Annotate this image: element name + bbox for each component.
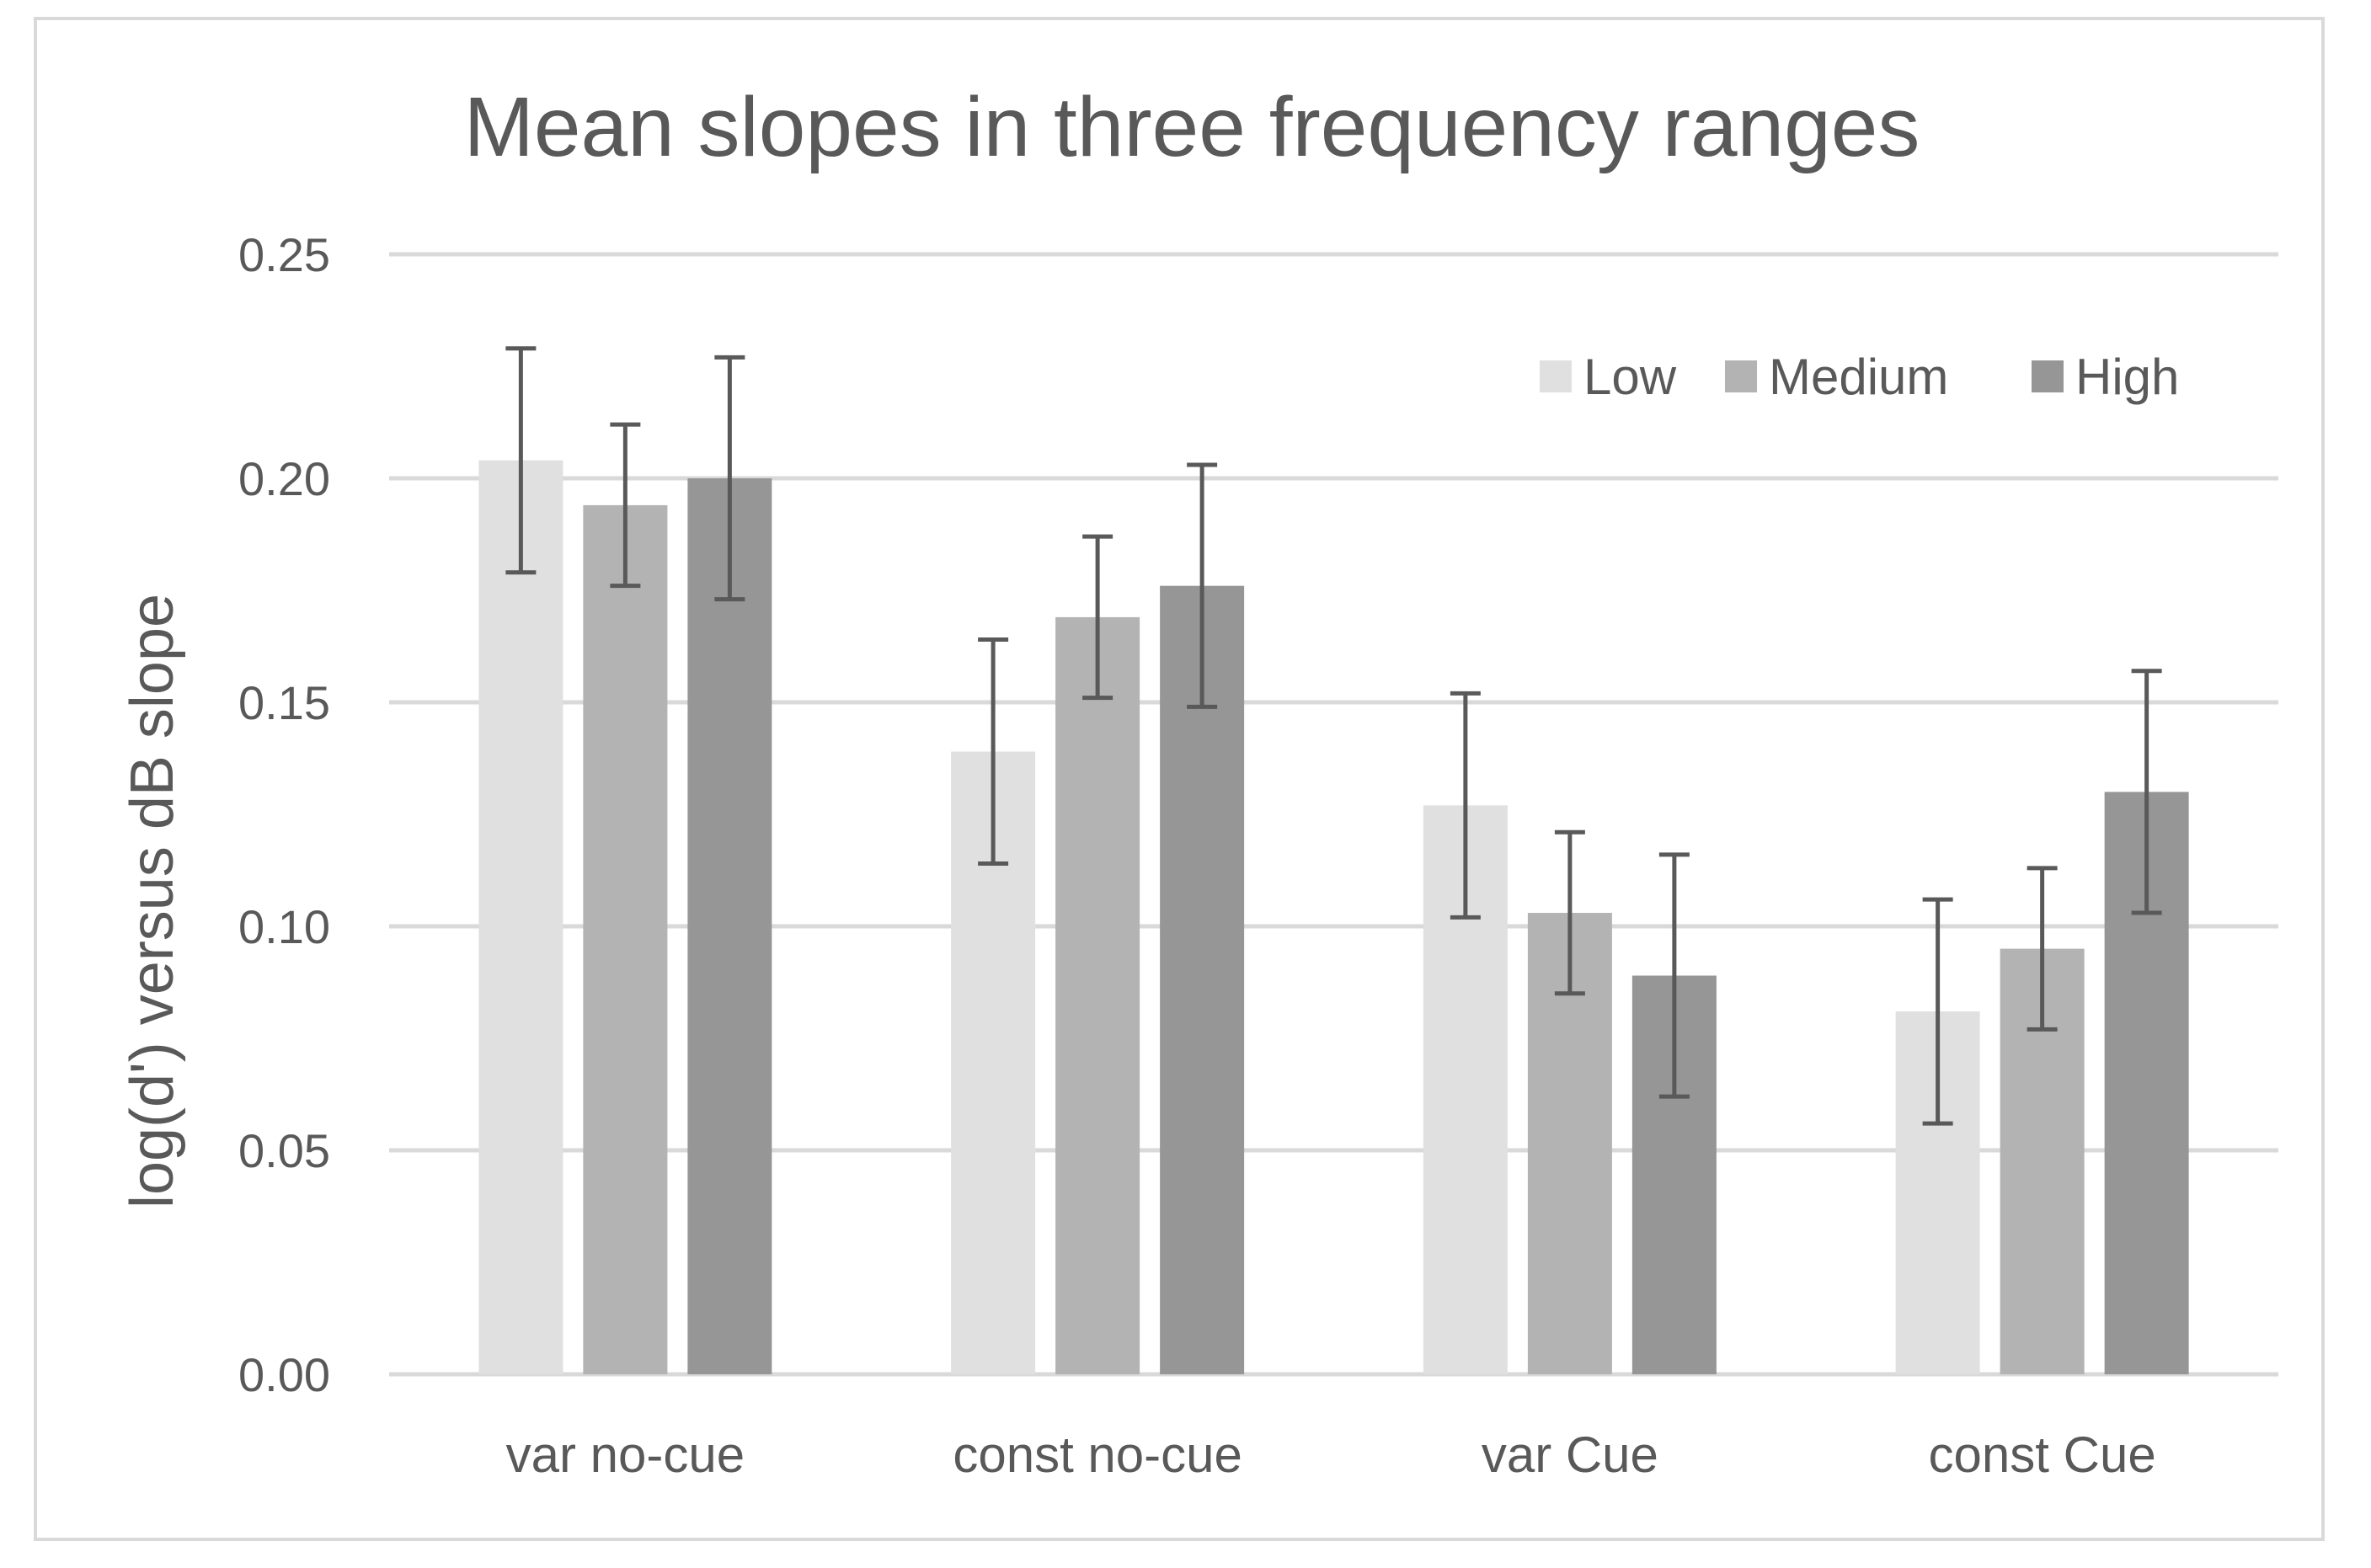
x-category-label: var no-cue xyxy=(506,1427,745,1483)
error-bar-medium-4 xyxy=(2027,866,2058,1032)
bars xyxy=(478,460,2189,1375)
error-bar-high-2 xyxy=(1187,462,1218,709)
legend-label-medium: Medium xyxy=(1769,349,1948,405)
legend: Low Medium High xyxy=(1540,349,2179,405)
y-axis-ticks: 0.00 0.05 0.10 0.15 0.20 0.25 xyxy=(238,228,330,1401)
y-tick-label: 0.15 xyxy=(238,676,330,729)
error-bars xyxy=(505,346,2162,1126)
y-tick-label: 0.00 xyxy=(238,1348,330,1401)
bar-low-1 xyxy=(478,460,563,1374)
bar-medium-2 xyxy=(1055,616,1140,1374)
error-bar-high-4 xyxy=(2131,669,2162,915)
y-tick-label: 0.20 xyxy=(238,452,330,505)
gridlines xyxy=(389,252,2278,1377)
legend-item-high: High xyxy=(2032,349,2179,405)
legend-item-medium: Medium xyxy=(1725,349,1948,405)
error-bar-low-2 xyxy=(978,637,1009,867)
x-category-label: const no-cue xyxy=(953,1427,1242,1483)
error-bar-medium-2 xyxy=(1082,534,1113,701)
legend-label-high: High xyxy=(2075,349,2179,405)
error-bar-medium-3 xyxy=(1554,829,1585,996)
error-bar-low-4 xyxy=(1922,897,1953,1126)
legend-item-low: Low xyxy=(1540,349,1677,405)
x-category-label: var Cue xyxy=(1482,1427,1658,1483)
y-tick-label: 0.05 xyxy=(238,1124,330,1177)
bar-high-2 xyxy=(1160,585,1245,1374)
error-bar-low-3 xyxy=(1450,691,1481,920)
bar-medium-1 xyxy=(583,504,668,1375)
error-bar-low-1 xyxy=(505,346,537,575)
y-tick-label: 0.10 xyxy=(238,900,330,953)
legend-label-low: Low xyxy=(1583,349,1677,405)
legend-swatch-high xyxy=(2032,360,2064,392)
error-bar-medium-1 xyxy=(610,422,641,589)
y-tick-label: 0.25 xyxy=(238,228,330,281)
legend-swatch-medium xyxy=(1725,360,1757,392)
error-bar-high-3 xyxy=(1658,852,1690,1099)
chart-title: Mean slopes in three frequency ranges xyxy=(464,80,1920,174)
x-axis-categories: var no-cue const no-cue var Cue const Cue xyxy=(506,1427,2156,1483)
error-bar-high-1 xyxy=(714,355,745,602)
bar-high-1 xyxy=(687,478,772,1374)
x-category-label: const Cue xyxy=(1929,1427,2156,1483)
y-axis-label: log(d') versus dB slope xyxy=(119,594,186,1208)
legend-swatch-low xyxy=(1540,360,1572,392)
